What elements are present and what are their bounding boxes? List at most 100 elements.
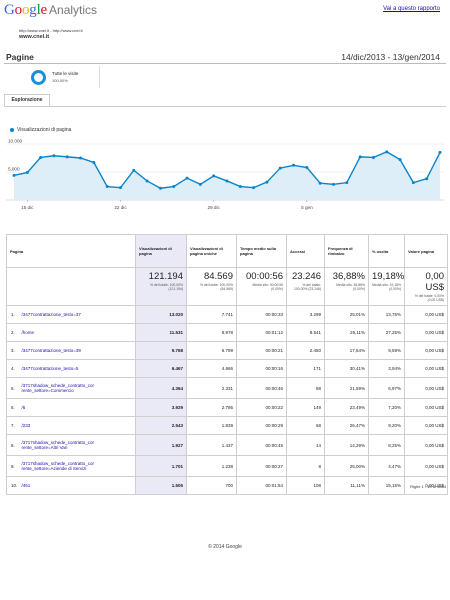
data-point[interactable] [145,179,149,183]
page-value-cell: 0,00 US$ [404,323,448,343]
row-number: 6. [6,398,19,418]
data-point[interactable] [252,186,256,190]
table-header-row: Pagina Visualizzazioni di pagina Visualizz… [6,234,448,268]
avg-time-cell: 00:00:29 [236,416,287,436]
total-value: 23.246 [291,271,321,282]
total-subtext: % del totale: 100,00% (121.194) [150,283,183,292]
page-link[interactable]: /461 [18,476,136,496]
unique-pageviews-cell: 6.978 [186,323,237,343]
data-point[interactable] [105,185,109,189]
page-link[interactable]: /233 [18,416,136,436]
avg-time-cell: 00:00:46 [236,377,287,400]
data-point[interactable] [198,182,202,186]
total-cell-avg-time: 00:00:56 Media sito: 00:00:56 (0,00%) [236,266,287,307]
logo-google-text: Google [4,2,47,19]
col-header-page-value[interactable]: Valore pagina [404,234,448,268]
col-header-bounce-rate[interactable]: Frequenza di rimbalzo [324,234,369,268]
exit-rate-cell: 9,20% [368,416,405,436]
total-value: 19,18% [372,271,405,282]
row-number: 9. [6,455,19,478]
page-link[interactable]: /home [18,323,136,343]
data-point[interactable] [225,179,229,183]
unique-pageviews-cell: 4.866 [186,359,237,379]
data-point[interactable] [265,180,269,184]
data-point[interactable] [332,182,335,186]
data-point[interactable] [292,163,296,167]
avg-time-cell: 00:01:54 [236,476,287,496]
data-point[interactable] [212,174,216,178]
data-point[interactable] [25,171,29,175]
page-value-cell: 0,00 US$ [404,416,448,436]
col-header-entrances[interactable]: Accessi [286,234,325,268]
table-row: 1./3477contrattazione_testo=37 13.020 7.74… [6,305,448,325]
bounce-rate-cell: 14,29% [324,434,369,457]
pageviews-chart[interactable]: 10.000 5.000 15 dic 22 dic 29 dic 5 gen [6,138,444,216]
page-link[interactable]: /3717shadow_schede_contratto_cor rente_s… [18,377,136,400]
data-point[interactable] [52,154,56,158]
total-subtext: Media sito: 19,18% (0,00%) [372,283,401,292]
go-to-report-link[interactable]: Vai a questo rapporto [383,6,440,12]
y-tick-label: 5.000 [8,167,20,172]
data-point[interactable] [185,176,189,180]
footer-copyright: © 2014 Google [208,544,242,550]
legend-label: Visualizzazioni di pagina [17,127,72,133]
page-link[interactable]: /3477contrattazione_testo=39 [18,341,136,361]
chart-legend[interactable]: Visualizzazioni di pagina [10,127,71,133]
data-point[interactable] [158,186,162,190]
date-range[interactable]: 14/dic/2013 - 13/gen/2014 [341,52,440,62]
page-link[interactable]: /3477contrattazione_testo=37 [18,305,136,325]
page-link[interactable]: /3717shadow_schede_contratto_cor rente_s… [18,434,136,457]
pages-table: Pagina Visualizzazioni di pagina Visualizz… [6,234,448,496]
data-point[interactable] [12,173,16,177]
data-point[interactable] [358,155,362,159]
table-row: 5./3717shadow_schede_contratto_cor rente… [6,377,448,400]
google-analytics-logo: Google Analytics [4,2,97,18]
totals-row: 121.194% del totale: 100,00% (121.194) 84… [6,266,448,307]
data-point[interactable] [39,155,43,159]
entrances-cell: 2.450 [286,341,325,361]
page-link[interactable]: /3717shadow_schede_contratto_cor rente_s… [18,455,136,478]
data-point[interactable] [318,181,322,185]
data-point[interactable] [92,160,96,164]
data-point[interactable] [345,181,349,185]
site-url-small: http://www.cnel.it - http://www.cnel.it [19,28,83,33]
page-value-cell: 0,00 US$ [404,377,448,400]
bounce-rate-cell: 17,64% [324,341,369,361]
data-point[interactable] [172,185,176,189]
data-point[interactable] [371,155,375,159]
data-point[interactable] [398,158,402,162]
pageviews-cell: 1.701 [135,455,187,478]
exit-rate-cell: 13,75% [368,305,405,325]
data-point[interactable] [385,150,389,154]
col-header-exit-rate[interactable]: % uscita [368,234,405,268]
data-point[interactable] [79,156,83,160]
data-point[interactable] [238,185,242,189]
bounce-rate-cell: 25,00% [324,455,369,478]
exit-rate-cell: 8,25% [368,434,405,457]
table-row: 4./3477contrattazione_testo=5 6.467 4.866 0… [6,359,448,379]
data-point[interactable] [425,177,429,181]
data-point[interactable] [411,181,415,185]
avg-time-cell: 00:00:27 [236,455,287,478]
data-point[interactable] [438,150,442,154]
x-tick-label: 5 gen [301,205,313,210]
col-header-pageviews[interactable]: Visualizzazioni di pagina [135,234,187,268]
col-header-page[interactable]: Pagina [6,234,136,268]
data-point[interactable] [305,166,309,170]
table-row: 7./233 2.543 1.839 00:00:29 68 26,47% 9,20% 0,0… [6,416,448,436]
page-link[interactable]: /3477contrattazione_testo=5 [18,359,136,379]
segment-all-visits[interactable]: Tutte le visite 100,00% [22,66,100,88]
data-point[interactable] [119,186,122,190]
unique-pageviews-cell: 2.786 [186,398,237,418]
col-header-unique-pageviews[interactable]: Visualizzazioni di pagina uniche [186,234,237,268]
col-header-avg-time[interactable]: Tempo medio sulla pagina [236,234,287,268]
page-link[interactable]: /6 [18,398,136,418]
total-subtext: % del totale: 100,00% (23.246) [294,283,321,292]
page-value-cell: 0,00 US$ [404,305,448,325]
bounce-rate-cell: 21,59% [324,377,369,400]
data-point[interactable] [65,155,69,159]
table-row: 10./461 1.505 700 00:01:54 108 11,11% 15,15% 0,… [6,476,448,496]
table-row: 3./3477contrattazione_testo=39 9.768 6.799… [6,341,448,361]
data-point[interactable] [278,166,282,170]
data-point[interactable] [132,168,136,172]
